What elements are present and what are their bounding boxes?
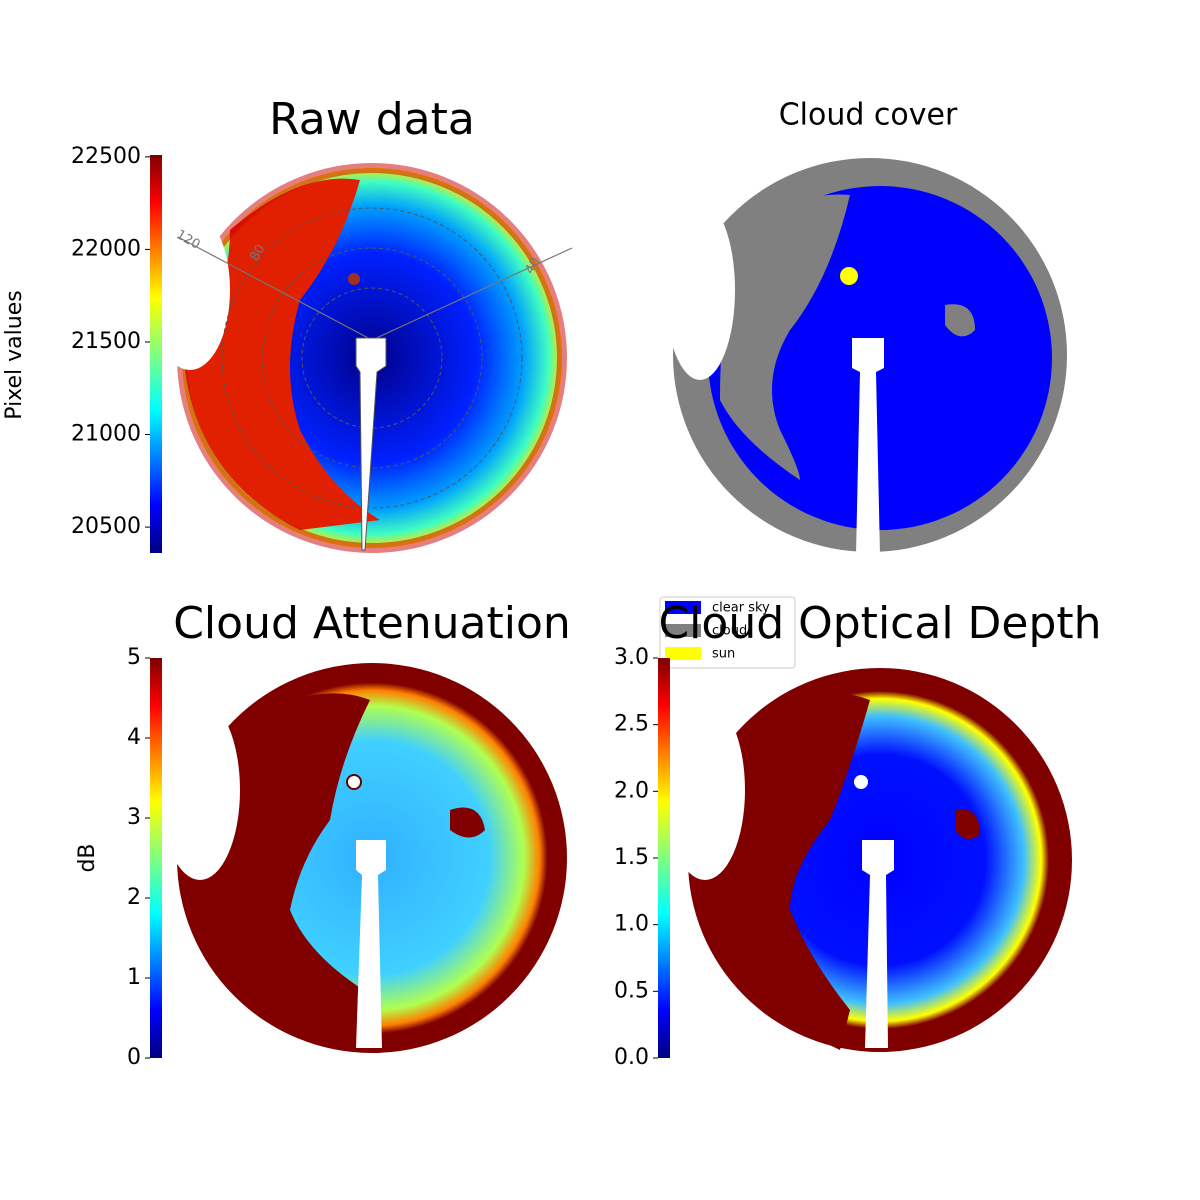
polar-label: 80	[247, 242, 268, 264]
colorbar-tick-label: 1	[127, 965, 141, 990]
colorbar-tick-label: 1.0	[614, 912, 649, 937]
colorbar-tick-label: 2	[127, 885, 141, 910]
legend-swatch	[665, 647, 701, 660]
panel-title: Cloud cover	[779, 98, 958, 133]
colorbar	[150, 658, 162, 1058]
colorbar	[150, 155, 162, 553]
colorbar-tick-label: 4	[127, 725, 141, 750]
colorbar-tick-label: 2.5	[614, 712, 649, 737]
raw-image	[150, 163, 573, 553]
colorbar-tick-label: 0.5	[614, 978, 649, 1003]
colorbar-tick-label: 21000	[71, 422, 141, 447]
colorbar-tick-label: 0.0	[614, 1045, 649, 1070]
panel-title: Raw data	[269, 94, 475, 145]
legend-label: clear sky	[712, 601, 770, 616]
cloud-cover-image	[665, 158, 1067, 555]
cod-image	[665, 668, 1072, 1052]
colorbar-tick-label: 3	[127, 805, 141, 830]
colorbar-tick-label: 0	[127, 1045, 141, 1070]
colorbar-tick-label: 21500	[71, 329, 141, 354]
colorbar-tick-label: 22500	[71, 144, 141, 169]
colorbar-tick-label: 3.0	[614, 645, 649, 670]
legend-label: sun	[712, 647, 735, 662]
colorbar-tick-label: 1.5	[614, 845, 649, 870]
colorbar-label: Pixel values	[2, 290, 27, 419]
legend-swatch	[665, 624, 701, 637]
legend-label: cloud	[712, 624, 747, 639]
colorbar-tick-label: 20500	[71, 514, 141, 539]
panel-title: Cloud Optical Depth	[658, 598, 1101, 649]
colorbar-tick-label: 5	[127, 645, 141, 670]
polar-label: 40	[522, 255, 543, 277]
colorbar-tick-label: 22000	[71, 236, 141, 261]
colorbar-tick-label: 2.0	[614, 778, 649, 803]
colorbar	[658, 658, 670, 1058]
legend-swatch	[665, 601, 701, 614]
panel-title: Cloud Attenuation	[173, 598, 571, 649]
colorbar-label: dB	[75, 843, 100, 872]
attenuation-image	[160, 663, 567, 1053]
